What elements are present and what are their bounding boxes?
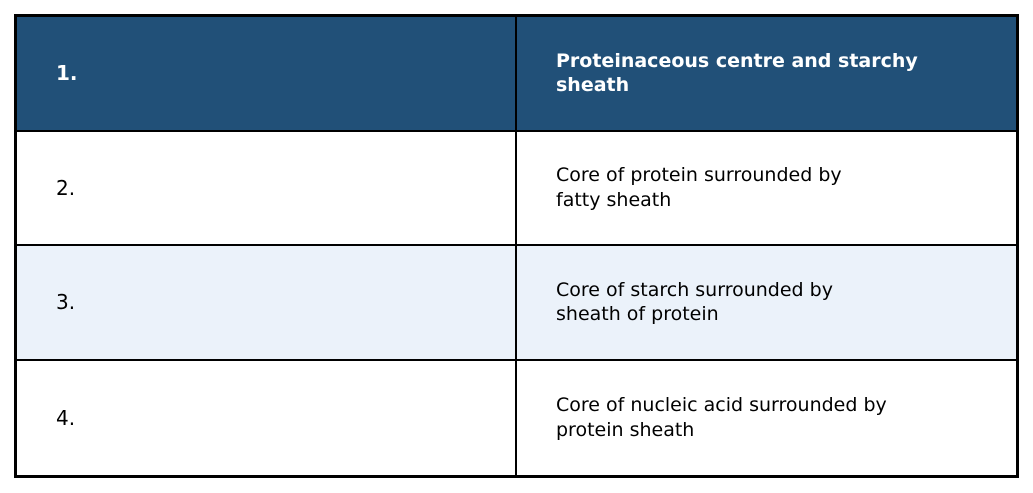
table-row-3-number-cell: 3. <box>17 246 517 361</box>
row-number: 1. <box>56 61 78 86</box>
row-description: Core of starch surrounded by sheath of p… <box>556 278 833 326</box>
table-row-4-number-cell: 4. <box>17 360 517 475</box>
table-row-1-number-cell: 1. <box>17 17 517 132</box>
options-table: 1. Proteinaceous centre and starchy shea… <box>14 14 1019 478</box>
row-number: 4. <box>56 405 76 430</box>
table-row-1-description-cell: Proteinaceous centre and starchy sheath <box>517 17 1016 132</box>
table-row-4-description-cell: Core of nucleic acid surrounded by prote… <box>517 360 1016 475</box>
table-row-2-number-cell: 2. <box>17 131 517 246</box>
table-row-2-description-cell: Core of protein surrounded by fatty shea… <box>517 131 1016 246</box>
table-row-3-description-cell: Core of starch surrounded by sheath of p… <box>517 246 1016 361</box>
row-number: 3. <box>56 290 76 315</box>
row-description: Core of protein surrounded by fatty shea… <box>556 164 842 211</box>
row-number: 2. <box>56 175 76 200</box>
row-description: Core of nucleic acid surrounded by prote… <box>556 394 887 441</box>
row-description: Proteinaceous centre and starchy sheath <box>556 49 918 97</box>
